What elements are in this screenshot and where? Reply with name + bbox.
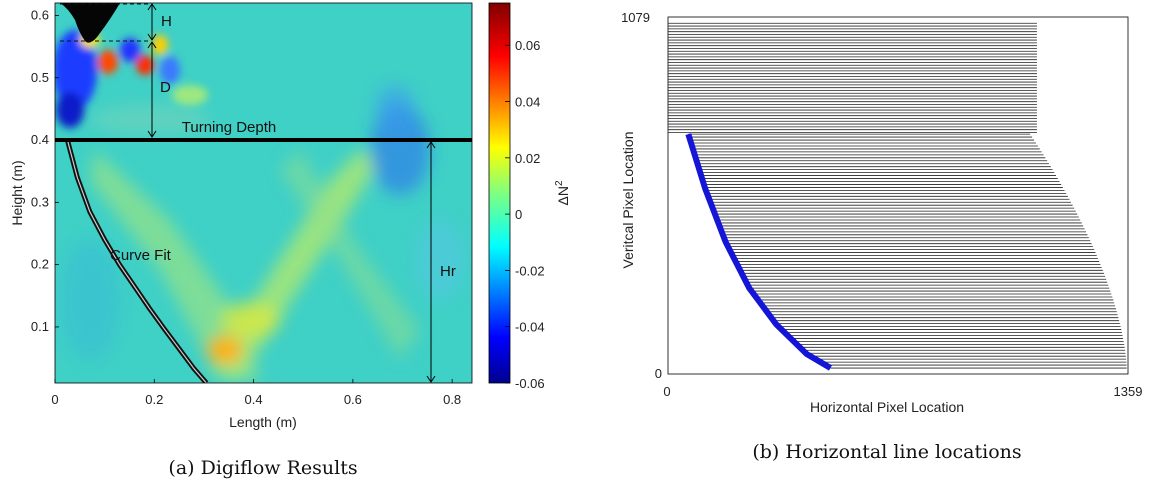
heatmap-x-tick-label: 0 [51, 392, 58, 407]
colorbar-tick-label: 0.02 [515, 151, 540, 166]
colorbar-ticks: 0.06 0.04 0.02 0 -0.02 -0.04 -0.06 [505, 38, 545, 391]
line-panel: 1079 0 0 1359 Horizontal Pixel Location … [620, 10, 1142, 463]
colorbar-label-superscript: 2 [554, 180, 565, 186]
curve-fit-label: Curve Fit [110, 247, 172, 264]
colorbar-tick-label: -0.06 [515, 376, 545, 391]
colorbar-tick-label: -0.02 [515, 263, 545, 278]
heatmap-x-tick-label: 0.6 [344, 392, 362, 407]
b-y-label: Veritcal Pixel Location [620, 132, 636, 269]
d-label: D [160, 79, 171, 96]
colorbar-tick-label: 0.04 [515, 95, 540, 110]
heatmap-frame [54, 2, 473, 384]
curve-fit-highlight [66, 139, 207, 383]
heatmap-y-label: Height (m) [9, 160, 25, 225]
caption-b: (b) Horizontal line locations [752, 441, 1021, 463]
colorbar-tick-label: -0.04 [515, 320, 545, 335]
blue-curve [685, 133, 833, 371]
heatmap-y-tick-label: 0.6 [31, 7, 49, 22]
heatmap-y-tick-label: 0.5 [31, 70, 49, 85]
b-y-tick-bottom: 0 [655, 366, 662, 381]
heatmap-x-ticks: 0 0.2 0.4 0.6 0.8 [51, 379, 461, 407]
heatmap-y-tick-label: 0.1 [31, 319, 49, 334]
heatmap-panel: Turning Depth Curve Fit H D Hr 0 0.2 0.4 0.… [9, 2, 571, 479]
turning-depth-label: Turning Depth [182, 119, 277, 136]
heatmap-field [55, 3, 472, 383]
heatmap-x-tick-label: 0.4 [245, 392, 263, 407]
b-y-tick-top: 1079 [621, 10, 650, 25]
caption-a: (a) Digiflow Results [168, 457, 357, 479]
heatmap-x-tick-label: 0.8 [443, 392, 461, 407]
heatmap-y-tick-label: 0.4 [31, 132, 49, 147]
b-x-tick-right: 1359 [1114, 384, 1143, 399]
colorbar-tick-label: 0 [515, 207, 522, 222]
heatmap-y-tick-label: 0.3 [31, 194, 49, 209]
obstacle-shape [60, 3, 120, 43]
h-label: H [161, 13, 172, 30]
heatmap-y-tick-label: 0.2 [31, 257, 49, 272]
colorbar-tick-label: 0.06 [515, 38, 540, 53]
colorbar [488, 2, 511, 384]
horizontal-lines [668, 22, 1127, 369]
heatmap-y-ticks: 0.1 0.2 0.3 0.4 0.5 0.6 [31, 7, 59, 334]
b-x-label: Horizontal Pixel Location [810, 399, 964, 415]
heatmap-x-tick-label: 0.2 [145, 392, 163, 407]
heatmap-x-label: Length (m) [229, 414, 297, 430]
hr-label: Hr [440, 263, 456, 280]
colorbar-label: ΔN2 [554, 180, 571, 205]
colorbar-label-text: ΔN [555, 186, 571, 205]
b-x-tick-left: 0 [663, 384, 670, 399]
svg-text:ΔN2: ΔN2 [554, 180, 571, 205]
